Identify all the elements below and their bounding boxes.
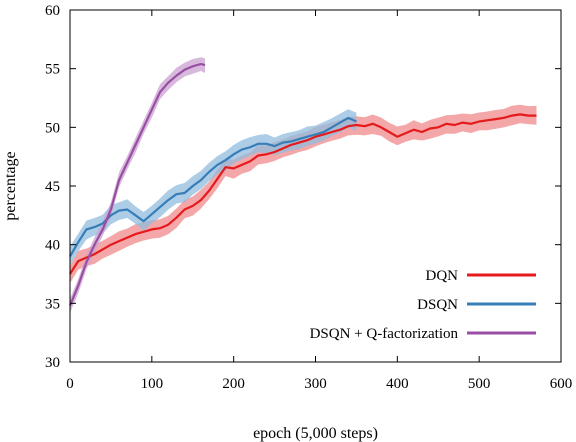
plot-frame xyxy=(69,9,562,363)
y-tick-label: 30 xyxy=(45,355,60,371)
x-tick-label: 300 xyxy=(304,376,327,392)
confidence-bands xyxy=(70,57,537,314)
x-axis-label: epoch (5,000 steps) xyxy=(253,425,378,442)
series-line-2 xyxy=(68,62,206,307)
legend-label-0: DQN xyxy=(426,268,459,284)
x-tick-label: 400 xyxy=(386,376,409,392)
x-tick-label: 0 xyxy=(66,376,74,392)
legend-label-2: DSQN + Q-factorization xyxy=(310,326,459,342)
series-line-1 xyxy=(69,116,357,257)
legend-label-1: DSQN xyxy=(417,297,458,313)
series-lines xyxy=(68,62,537,307)
y-tick-label: 60 xyxy=(45,3,60,19)
x-tick-label: 200 xyxy=(222,376,245,392)
series-line-0 xyxy=(69,113,537,275)
legend: DQN DSQN DSQN + Q-factorization xyxy=(310,268,536,342)
x-axis-ticks: 0 100 200 300 400 500 600 xyxy=(66,10,572,392)
y-tick-label: 35 xyxy=(45,296,60,312)
y-tick-label: 40 xyxy=(45,238,60,254)
y-tick-label: 45 xyxy=(45,179,60,195)
x-tick-label: 500 xyxy=(468,376,491,392)
x-tick-label: 100 xyxy=(141,376,164,392)
y-tick-label: 50 xyxy=(45,120,60,136)
y-tick-label: 55 xyxy=(45,62,60,78)
x-tick-label: 600 xyxy=(550,376,573,392)
y-axis-label: percentage xyxy=(2,151,19,220)
y-axis-ticks: 30 35 40 45 50 55 60 xyxy=(45,3,561,371)
